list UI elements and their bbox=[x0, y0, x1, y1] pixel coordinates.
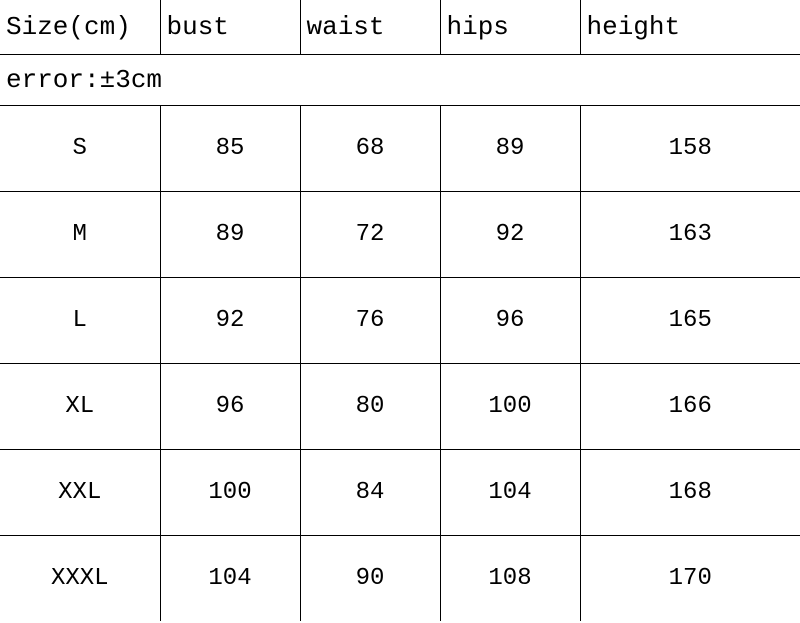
table-row: XXL 100 84 104 168 bbox=[0, 450, 800, 536]
cell-waist: 90 bbox=[300, 536, 440, 622]
cell-hips: 92 bbox=[440, 192, 580, 278]
cell-hips: 89 bbox=[440, 106, 580, 192]
col-header-hips: hips bbox=[440, 0, 580, 55]
cell-size: M bbox=[0, 192, 160, 278]
table-header-row: Size(cm) bust waist hips height bbox=[0, 0, 800, 55]
cell-bust: 89 bbox=[160, 192, 300, 278]
table-row: XL 96 80 100 166 bbox=[0, 364, 800, 450]
cell-hips: 104 bbox=[440, 450, 580, 536]
table-row: XXXL 104 90 108 170 bbox=[0, 536, 800, 622]
cell-size: XL bbox=[0, 364, 160, 450]
cell-height: 168 bbox=[580, 450, 800, 536]
cell-waist: 76 bbox=[300, 278, 440, 364]
cell-height: 165 bbox=[580, 278, 800, 364]
cell-size: XXL bbox=[0, 450, 160, 536]
cell-waist: 84 bbox=[300, 450, 440, 536]
error-note: error:±3cm bbox=[0, 55, 800, 106]
table-row: S 85 68 89 158 bbox=[0, 106, 800, 192]
cell-hips: 100 bbox=[440, 364, 580, 450]
col-header-bust: bust bbox=[160, 0, 300, 55]
col-header-size: Size(cm) bbox=[0, 0, 160, 55]
col-header-height: height bbox=[580, 0, 800, 55]
table-row: M 89 72 92 163 bbox=[0, 192, 800, 278]
cell-size: L bbox=[0, 278, 160, 364]
table-row: L 92 76 96 165 bbox=[0, 278, 800, 364]
cell-height: 166 bbox=[580, 364, 800, 450]
size-chart-table: Size(cm) bust waist hips height error:±3… bbox=[0, 0, 800, 621]
cell-height: 158 bbox=[580, 106, 800, 192]
cell-size: S bbox=[0, 106, 160, 192]
error-note-row: error:±3cm bbox=[0, 55, 800, 106]
cell-hips: 96 bbox=[440, 278, 580, 364]
cell-waist: 80 bbox=[300, 364, 440, 450]
cell-bust: 92 bbox=[160, 278, 300, 364]
cell-hips: 108 bbox=[440, 536, 580, 622]
cell-bust: 96 bbox=[160, 364, 300, 450]
cell-bust: 85 bbox=[160, 106, 300, 192]
cell-waist: 72 bbox=[300, 192, 440, 278]
col-header-waist: waist bbox=[300, 0, 440, 55]
cell-height: 163 bbox=[580, 192, 800, 278]
cell-size: XXXL bbox=[0, 536, 160, 622]
cell-bust: 100 bbox=[160, 450, 300, 536]
cell-bust: 104 bbox=[160, 536, 300, 622]
cell-waist: 68 bbox=[300, 106, 440, 192]
cell-height: 170 bbox=[580, 536, 800, 622]
